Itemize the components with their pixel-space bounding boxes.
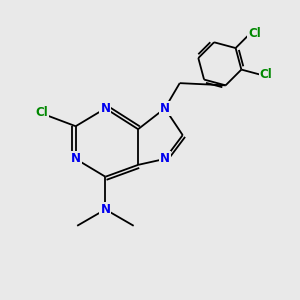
Text: Cl: Cl [248, 27, 261, 40]
Text: N: N [160, 102, 170, 115]
Text: N: N [71, 152, 81, 165]
Text: Cl: Cl [260, 68, 272, 82]
Text: N: N [100, 102, 110, 115]
Text: N: N [160, 152, 170, 165]
Text: N: N [100, 203, 110, 216]
Text: Cl: Cl [35, 106, 48, 119]
